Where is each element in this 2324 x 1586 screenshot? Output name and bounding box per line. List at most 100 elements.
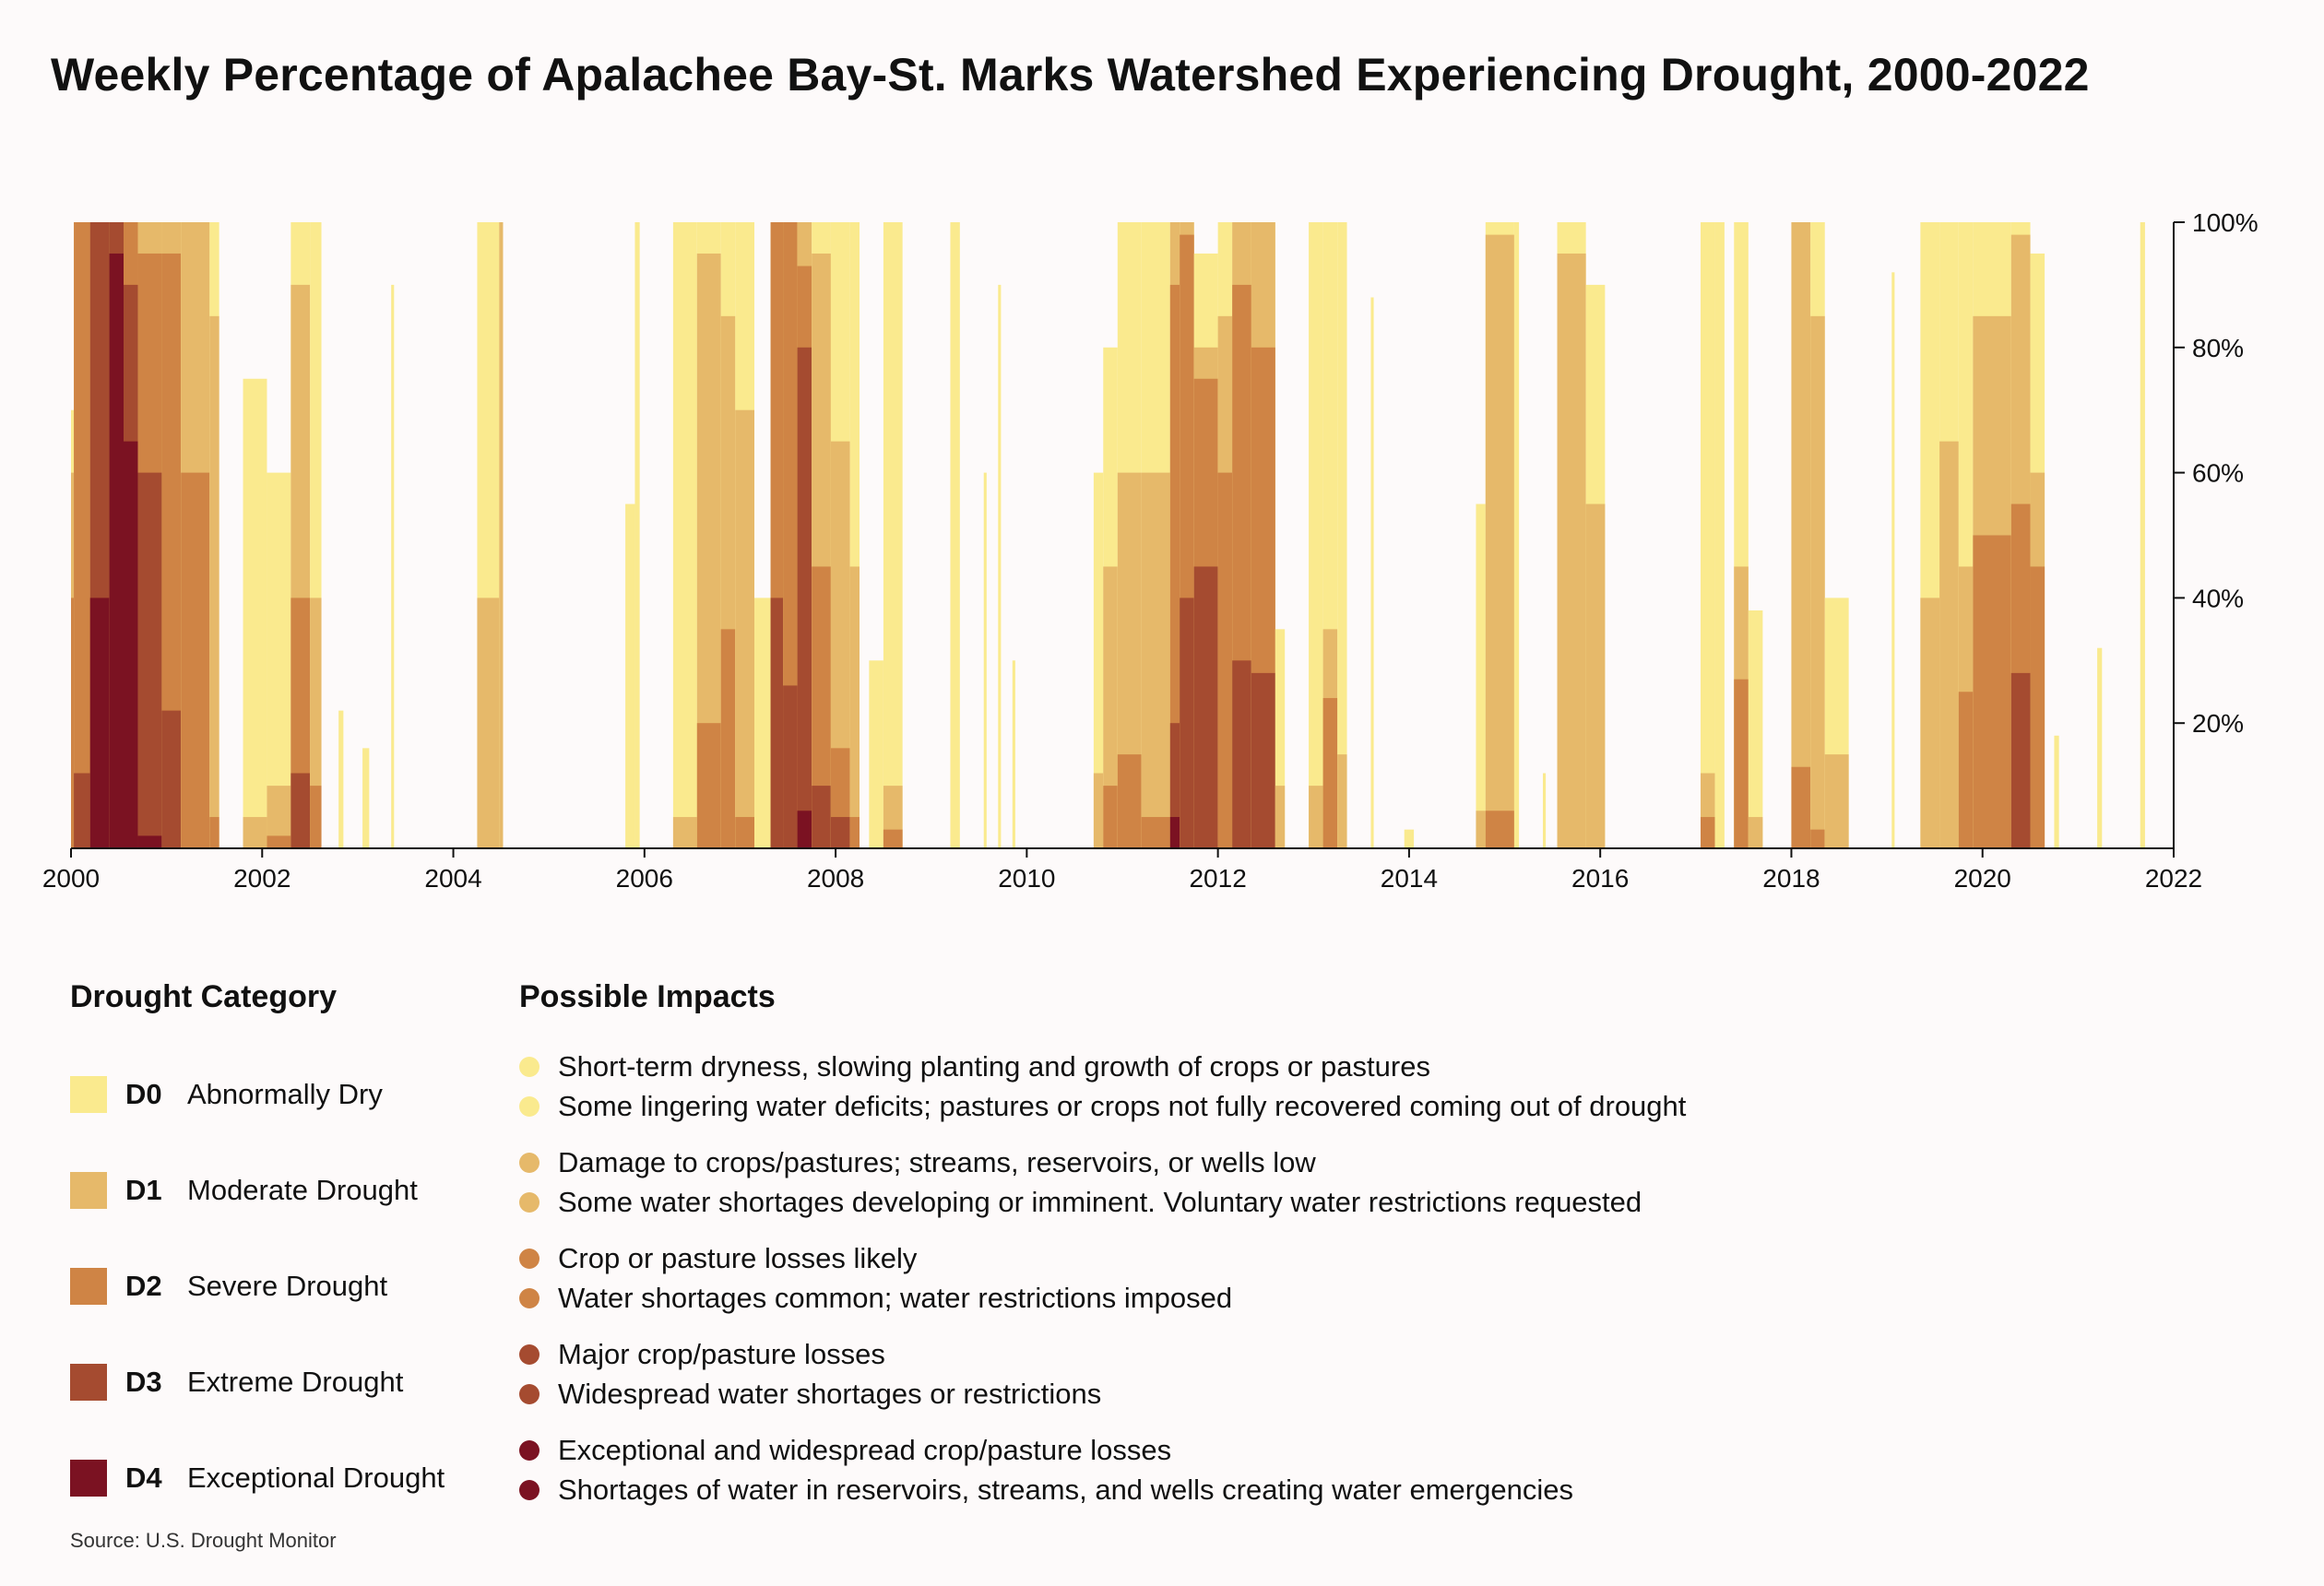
bar-d1 [830, 441, 850, 848]
episode [310, 222, 322, 848]
impact-dot-icon [519, 1479, 540, 1500]
legend-code: D3 [125, 1366, 162, 1398]
bar-d0 [1275, 629, 1286, 848]
bar-d2 [883, 829, 903, 848]
legend-swatch-d1 [70, 1172, 107, 1209]
legend-item-d4: D4 Exceptional Drought [70, 1430, 504, 1526]
bar-d0 [998, 284, 1002, 848]
episode [998, 284, 1002, 848]
y-tick-label: 60% [2192, 459, 2244, 488]
bar-d2 [812, 566, 831, 848]
impact-item: Damage to crops/pastures; streams, reser… [519, 1142, 2271, 1182]
episode [1824, 598, 1849, 848]
impact-group-d1: Damage to crops/pastures; streams, reser… [519, 1142, 2271, 1238]
bar-d1 [1141, 472, 1170, 848]
impact-text: Exceptional and widespread crop/pasture … [558, 1433, 1172, 1466]
episode [1920, 222, 1940, 848]
episode [137, 222, 162, 848]
impact-dot-icon [519, 1248, 540, 1269]
impact-item: Some water shortages developing or immin… [519, 1182, 2271, 1222]
episode [499, 222, 504, 848]
x-tick-label: 2008 [807, 864, 864, 893]
episode [1169, 222, 1180, 848]
bar-d0 [672, 222, 697, 848]
bar-d0 [754, 598, 771, 848]
episode [1891, 272, 1895, 848]
episode [1557, 222, 1586, 848]
bar-d3 [812, 786, 831, 848]
bar-d2 [71, 598, 75, 848]
impact-item: Short-term dryness, slowing planting and… [519, 1047, 2271, 1086]
bar-d1 [1275, 786, 1286, 848]
bar-d2 [267, 835, 291, 848]
x-tick-label: 2016 [1571, 864, 1629, 893]
bar-d1 [1557, 253, 1586, 848]
source-note: Source: U.S. Drought Monitor [70, 1529, 337, 1552]
bar-d1 [1476, 811, 1486, 848]
x-tick-label: 2004 [424, 864, 481, 893]
bar-d0 [849, 222, 860, 848]
episode [1939, 222, 1959, 848]
bar-d1 [672, 817, 697, 848]
drought-bars [71, 222, 2145, 849]
bar-d3 [783, 685, 798, 848]
bar-d0 [1513, 222, 1520, 848]
episode [1958, 222, 1974, 848]
bar-d0 [1309, 222, 1323, 848]
episode [1251, 222, 1275, 848]
episode [2097, 647, 2103, 848]
episode [1701, 222, 1715, 848]
impact-item: Exceptional and widespread crop/pasture … [519, 1430, 2271, 1470]
episode [2010, 222, 2031, 848]
episode [1748, 610, 1763, 848]
bar-d2 [2030, 566, 2045, 848]
bar-d4 [1169, 817, 1180, 848]
bar-d1 [735, 409, 754, 848]
episode [267, 472, 291, 848]
episode [1217, 222, 1233, 849]
bar-d1 [209, 315, 219, 849]
bar-d1 [499, 222, 504, 848]
episode [1585, 284, 1606, 848]
bar-d2 [1217, 472, 1233, 848]
legend-item-d2: D2 Severe Drought [70, 1238, 504, 1334]
episode [770, 222, 784, 848]
episode [849, 222, 860, 848]
chart-axes: 2000 2002 2004 2006 2008 2010 2012 2014 2016 2018… [42, 208, 2259, 893]
bar-d4 [137, 835, 162, 848]
impact-item: Water shortages common; water restrictio… [519, 1278, 2271, 1318]
episode [243, 378, 267, 848]
bar-d1 [1103, 566, 1118, 848]
bar-d4 [109, 253, 124, 848]
bar-d2 [1791, 766, 1811, 848]
impact-text: Some lingering water deficits; pastures … [558, 1089, 1687, 1122]
impact-dot-icon [519, 1191, 540, 1213]
legend-swatch-d2 [70, 1268, 107, 1305]
bar-d3 [770, 598, 784, 848]
legend-item-d1: D1 Moderate Drought [70, 1142, 504, 1238]
bar-d2 [1810, 829, 1825, 848]
x-tick-label: 2010 [998, 864, 1055, 893]
bar-d3 [797, 347, 812, 848]
bar-d2 [74, 222, 90, 848]
legend-label: Exceptional Drought [187, 1462, 445, 1494]
impact-text: Widespread water shortages or restrictio… [558, 1377, 1102, 1410]
bar-d0 [625, 503, 635, 848]
bar-d0 [883, 222, 903, 848]
impact-group-d4: Exceptional and widespread crop/pasture … [519, 1430, 2271, 1526]
episode [338, 710, 344, 848]
episode [869, 660, 883, 848]
bar-d2 [1103, 786, 1118, 848]
episode [797, 222, 812, 848]
episode [2030, 253, 2045, 848]
episode [1513, 222, 1520, 848]
bar-d0 [1891, 272, 1895, 848]
legend-swatch-d4 [70, 1460, 107, 1497]
impact-text: Crop or pasture losses likely [558, 1241, 918, 1274]
bar-d4 [797, 811, 812, 848]
impact-dot-icon [519, 1343, 540, 1365]
episode [634, 222, 640, 848]
episode [1476, 503, 1486, 848]
episode [983, 472, 987, 848]
impact-dot-icon [519, 1287, 540, 1308]
